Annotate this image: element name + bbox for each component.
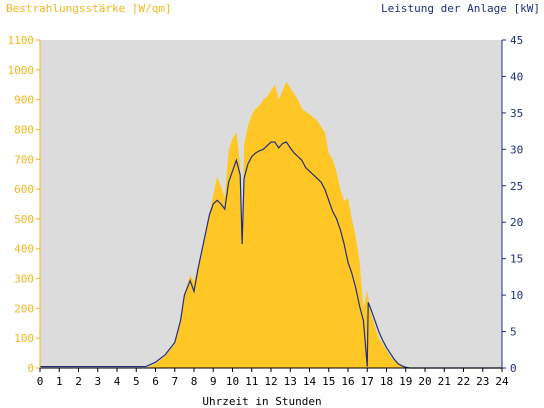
x-tick-label: 1 <box>56 375 63 388</box>
x-tick-label: 17 <box>361 375 374 388</box>
power-line <box>40 141 502 369</box>
x-tick-label: 14 <box>303 375 317 388</box>
x-tick-label: 21 <box>438 375 451 388</box>
left-tick-label: 200 <box>14 302 34 315</box>
axes-layer: 0100200300400500600700800900100011000510… <box>8 34 524 388</box>
left-tick-label: 500 <box>14 213 34 226</box>
left-tick-label: 900 <box>14 94 34 107</box>
x-tick-label: 10 <box>226 375 239 388</box>
right-tick-label: 15 <box>510 253 523 266</box>
x-tick-label: 12 <box>264 375 277 388</box>
x-tick-label: 19 <box>399 375 412 388</box>
x-axis-title: Uhrzeit in Stunden <box>202 395 321 408</box>
left-tick-label: 400 <box>14 243 34 256</box>
right-tick-label: 20 <box>510 216 523 229</box>
right-tick-label: 35 <box>510 107 523 120</box>
right-tick-label: 10 <box>510 289 523 302</box>
right-tick-label: 40 <box>510 70 523 83</box>
x-tick-label: 7 <box>171 375 178 388</box>
x-tick-label: 4 <box>114 375 121 388</box>
irradiance-area-layer <box>40 81 502 368</box>
left-tick-label: 800 <box>14 123 34 136</box>
right-tick-label: 0 <box>510 362 517 375</box>
x-tick-label: 16 <box>341 375 354 388</box>
left-tick-label: 700 <box>14 153 34 166</box>
x-tick-label: 15 <box>322 375 335 388</box>
right-tick-label: 5 <box>510 326 517 339</box>
x-tick-label: 9 <box>210 375 217 388</box>
left-tick-label: 100 <box>14 332 34 345</box>
x-tick-label: 18 <box>380 375 393 388</box>
left-tick-label: 600 <box>14 183 34 196</box>
left-tick-label: 300 <box>14 273 34 286</box>
x-tick-label: 22 <box>457 375 470 388</box>
x-tick-label: 20 <box>418 375 431 388</box>
right-tick-label: 25 <box>510 180 523 193</box>
x-tick-label: 3 <box>94 375 101 388</box>
x-tick-label: 24 <box>495 375 509 388</box>
power-line-layer <box>40 141 502 369</box>
left-tick-label: 1100 <box>8 34 35 47</box>
x-tick-label: 2 <box>75 375 82 388</box>
x-tick-label: 5 <box>133 375 140 388</box>
x-tick-label: 0 <box>37 375 44 388</box>
x-tick-label: 23 <box>476 375 489 388</box>
right-tick-label: 30 <box>510 143 523 156</box>
x-tick-label: 11 <box>245 375 258 388</box>
left-axis-title: Bestrahlungsstärke [W/qm] <box>6 2 172 15</box>
right-tick-label: 45 <box>510 34 523 47</box>
right-axis-title: Leistung der Anlage [kW] <box>381 2 540 15</box>
x-tick-label: 8 <box>191 375 198 388</box>
left-tick-label: 0 <box>27 362 34 375</box>
left-tick-label: 1000 <box>8 64 35 77</box>
x-tick-label: 13 <box>284 375 297 388</box>
x-tick-label: 6 <box>152 375 159 388</box>
irradiance-area <box>40 81 502 368</box>
